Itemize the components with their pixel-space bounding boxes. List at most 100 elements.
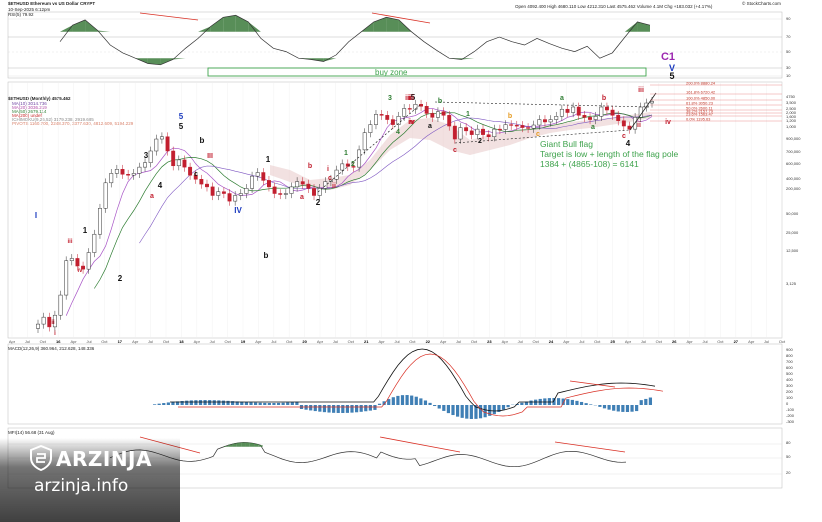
candle-body [390, 119, 395, 125]
candle-body [396, 116, 401, 125]
wave-label: iv [665, 119, 671, 126]
macd-bar [336, 405, 340, 413]
price-tick-label: 12,500 [786, 248, 799, 253]
candle-body [148, 150, 153, 163]
macd-bar [368, 405, 372, 411]
brand-url: arzinja.info [34, 476, 129, 496]
pivot-legend: PIVOTS 1160.700, 2248.370, 3377.630, 481… [12, 121, 134, 126]
x-tick-label: Apr [686, 339, 693, 344]
x-tick-label: Apr [70, 339, 77, 344]
candle-body [650, 101, 654, 104]
mfi-overbought-fill [249, 443, 255, 447]
candle-body [295, 181, 300, 188]
mfi-fill [223, 442, 263, 447]
wave-label: a [560, 95, 564, 102]
wave-label: c [266, 257, 267, 259]
wave-label: a [591, 124, 595, 131]
rsi-overbought-fill [624, 21, 638, 32]
candle-body [548, 119, 553, 123]
price-tick-label: 2,000 [786, 110, 797, 115]
candle-body [565, 108, 570, 113]
price-tick-label: 25,000 [786, 230, 799, 235]
fib-label: 200.0% 8880.24 [686, 81, 716, 86]
candle-body [621, 120, 626, 127]
rsi-overbought-fill [72, 19, 86, 32]
macd-bar [244, 402, 249, 405]
macd-bar [602, 405, 607, 409]
candle-body [137, 166, 142, 174]
wave-label: IV [234, 206, 242, 215]
candle-body [481, 128, 485, 135]
price-tick-label: 1,000 [786, 124, 797, 129]
mfi-divergence-2 [379, 436, 461, 453]
candle-body [159, 136, 164, 140]
x-tick-label: 25 [610, 339, 615, 344]
ohlc-readout: Open 4092.400 High 4680.110 Low 4212.310… [515, 4, 713, 9]
macd-bar [249, 402, 253, 405]
wave-label: c [328, 175, 332, 182]
macd-bar [382, 401, 386, 405]
candle-body [503, 124, 508, 130]
x-tick-label: Oct [471, 339, 478, 344]
macd-bar [162, 403, 166, 405]
macd-tick-label: 300 [786, 383, 793, 388]
x-tick-label: Jul [25, 339, 30, 344]
flag-top-line [434, 101, 651, 108]
macd-histogram [152, 395, 653, 419]
macd-bar [575, 400, 579, 405]
x-tick-label: Apr [625, 339, 632, 344]
macd-bar [327, 405, 331, 413]
x-tick-label: 22 [426, 339, 431, 344]
macd-bar [616, 405, 620, 412]
wave-label: iv [408, 119, 414, 126]
rsi-panel [7, 11, 783, 79]
candle-body [300, 181, 305, 185]
macd-bar [180, 400, 184, 405]
macd-bar [414, 396, 418, 405]
macd-bar [483, 405, 487, 418]
mfi-overbought-fill [236, 442, 242, 447]
wave-label: c [194, 171, 198, 178]
x-tick-label: Apr [563, 339, 570, 344]
macd-bar [469, 405, 473, 419]
candle-body [109, 173, 114, 184]
mfi-tick-label: 20 [786, 470, 791, 475]
macd-bar [428, 402, 432, 405]
macd-bar [405, 395, 409, 405]
candle-body [75, 258, 80, 267]
candle-body [385, 115, 390, 120]
rsi-label: RSI(5) 79.92 [8, 12, 34, 17]
candle-body [205, 183, 209, 188]
candle-body [81, 265, 86, 270]
candle-body [582, 115, 587, 118]
x-tick-label: 18 [179, 339, 184, 344]
macd-bar [630, 405, 634, 412]
wave-label: 5 [179, 122, 184, 131]
rsi-tick-label: 30 [786, 65, 791, 70]
price-tick-label: 700,000 [786, 149, 801, 154]
candle-body [379, 114, 384, 116]
candle-body [64, 260, 69, 296]
macd-bar [524, 401, 529, 405]
candle-body [165, 136, 170, 152]
macd-bar [437, 405, 441, 409]
candle-body [413, 104, 418, 110]
wave-label: III [207, 153, 213, 160]
x-tick-label: Oct [348, 339, 355, 344]
gridlines [8, 18, 783, 475]
candle-body [526, 127, 531, 129]
macd-bar [350, 405, 354, 413]
wave-label: 4 [158, 181, 163, 190]
x-tick-label: Apr [317, 339, 324, 344]
macd-bar [474, 405, 478, 419]
macd-bar [547, 398, 552, 405]
x-tick-label: Oct [594, 339, 601, 344]
macd-bar [304, 405, 308, 410]
ma-legend-3: MA(50) 2679.114 [12, 109, 47, 114]
macd-bar [442, 405, 446, 411]
x-tick-label: Apr [502, 339, 509, 344]
wave-label: 1 [466, 111, 470, 118]
